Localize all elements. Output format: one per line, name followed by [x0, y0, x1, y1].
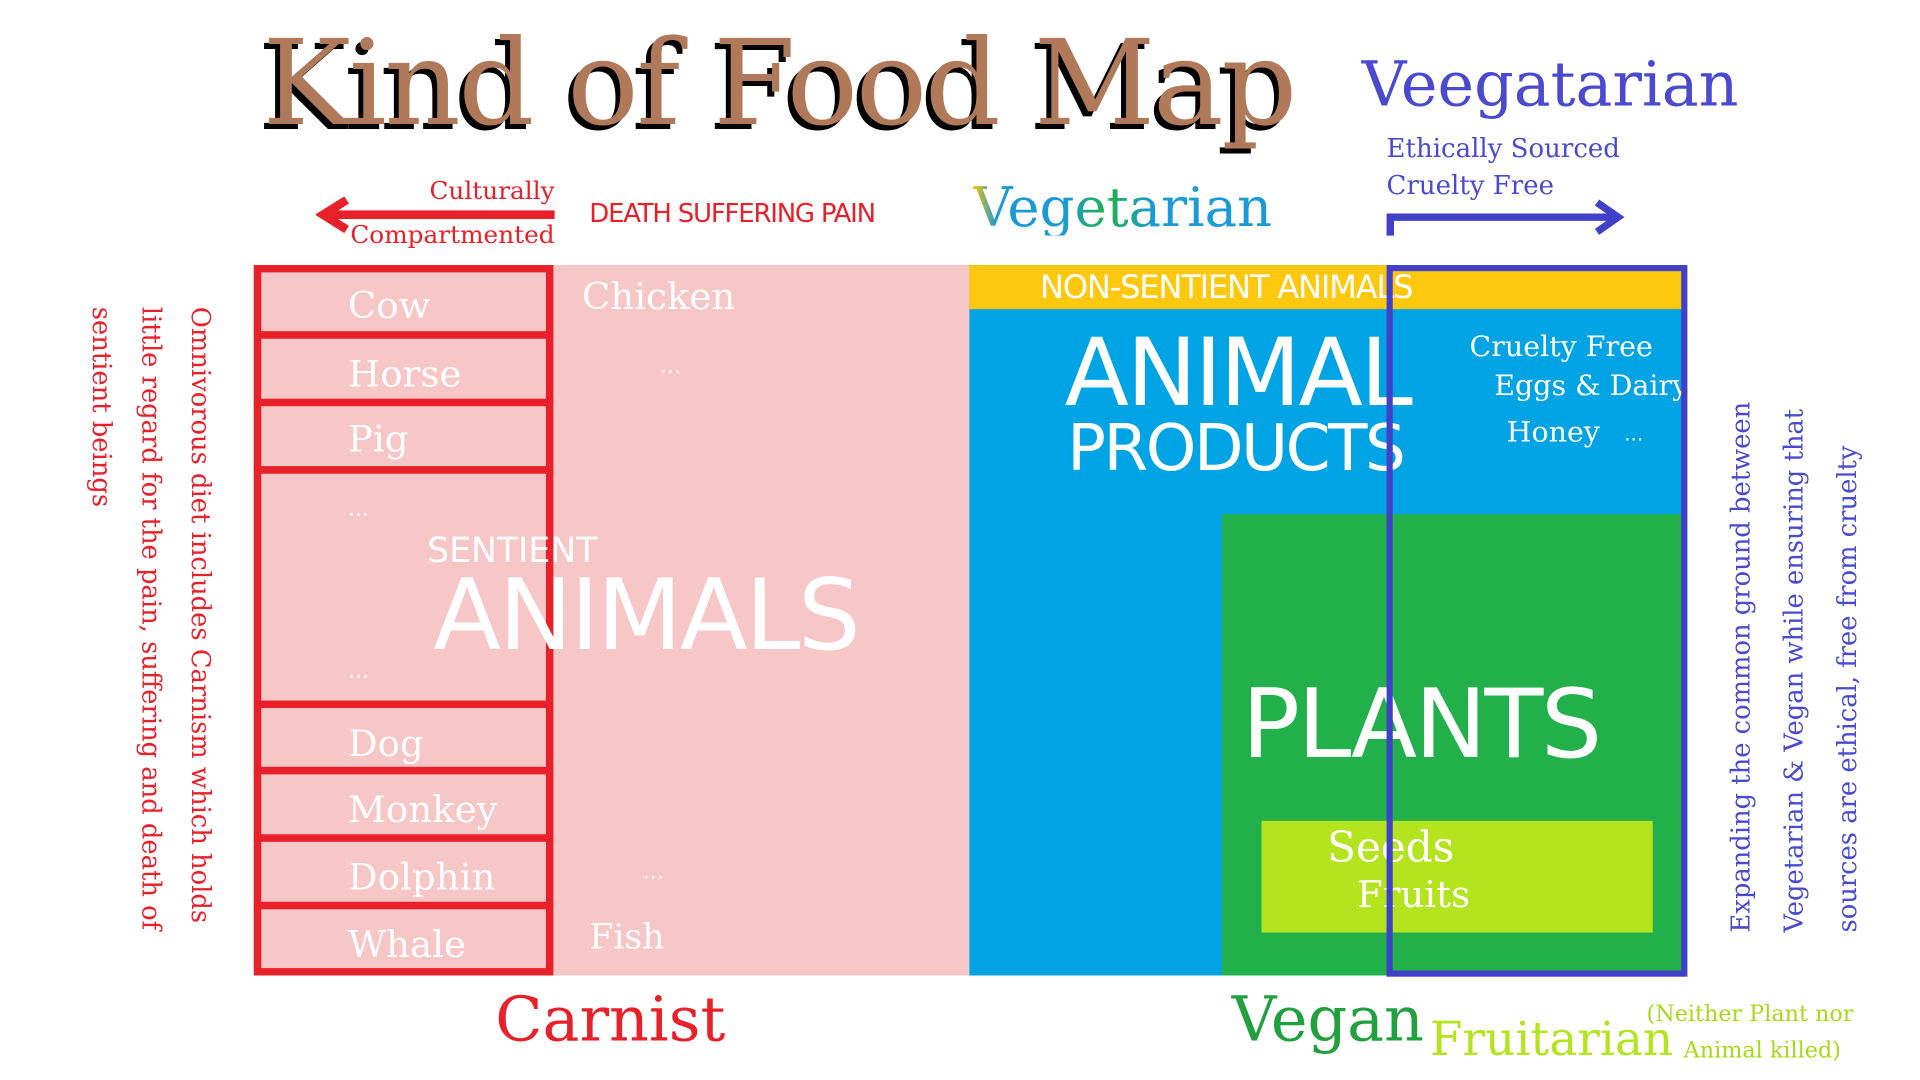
ellipsis-label: ...: [659, 353, 682, 380]
non-sentient-banner: [969, 265, 1684, 310]
sentient-label: SENTIENT: [427, 530, 598, 571]
vegetarian-label: Vegetarian: [973, 176, 1273, 240]
animal-products-line1: ANIMAL: [1064, 317, 1413, 427]
honey-label: Honey: [1506, 417, 1600, 450]
fish-label: Fish: [589, 916, 665, 958]
animal-row-whale: Whale: [253, 901, 554, 976]
row-label: Dolphin: [347, 856, 496, 900]
animal-row-monkey: Monkey: [253, 766, 554, 842]
veegatarian-region-outline: [1386, 265, 1688, 977]
note-line: sources are ethical, free from cruelty: [1832, 445, 1862, 933]
left-arrow-icon: [315, 196, 555, 234]
ellipsis-label: ...: [1624, 422, 1644, 446]
veegatarian-line: Cruelty Free: [1386, 170, 1554, 201]
note-line: Omnivorous diet includes Carnism which h…: [185, 306, 216, 924]
note-line: little regard for the pain, suffering an…: [136, 306, 166, 931]
row-label: Monkey: [347, 788, 498, 832]
veegatarian-line: Ethically Sourced: [1386, 133, 1620, 164]
vegan-label: Vegan: [1231, 984, 1424, 1056]
row-label: Pig: [347, 418, 409, 462]
note-line: sentient beings: [86, 306, 117, 508]
plants-label: PLANTS: [1241, 669, 1602, 781]
note-line: Vegetarian & Vegan while ensuring that: [1779, 408, 1809, 933]
page-title: Kind of Food Map: [262, 14, 1297, 153]
carnism-description: Omnivorous diet includes Carnism which h…: [77, 307, 226, 930]
non-sentient-label: NON-SENTIENT ANIMALS: [1039, 269, 1414, 307]
seeds-fruits-region: [1261, 820, 1653, 933]
veegatarian-description: Expanding the common ground between Vege…: [1715, 319, 1875, 933]
row-label: Cow: [347, 284, 431, 328]
fruitarian-note-line1: (Neither Plant nor: [1646, 1001, 1854, 1027]
ellipsis-label: ...: [642, 858, 664, 885]
chicken-label: Chicken: [581, 276, 736, 320]
row-label: ...: [347, 657, 370, 684]
row-label: Whale: [347, 923, 466, 967]
animal-row-dolphin: Dolphin: [253, 834, 554, 910]
compartmented-label: Compartmented: [350, 219, 555, 250]
animal-row-dog: Dog: [253, 700, 554, 775]
animal-row-pig: Pig: [253, 398, 554, 474]
carnist-label: Carnist: [495, 984, 726, 1056]
animal-row-cow: Cow: [253, 265, 554, 339]
culturally-label: Culturally: [429, 175, 555, 205]
cruelty-free-label: Cruelty Free: [1469, 331, 1653, 364]
death-suffering-pain-label: DEATH SUFFERING PAIN: [589, 198, 876, 229]
sentient-animals-region: [253, 265, 970, 976]
row-label: Horse: [347, 353, 462, 397]
right-arrow-icon: [1386, 199, 1625, 236]
note-line: Expanding the common ground between: [1725, 401, 1756, 933]
veegatarian-heading: Veegatarian: [1361, 49, 1739, 121]
animals-label: ANIMALS: [433, 558, 860, 673]
animal-row-horse: Horse: [253, 331, 554, 407]
row-label: ...: [347, 495, 370, 522]
fruitarian-note-line2: Animal killed): [1683, 1038, 1841, 1064]
fruitarian-label: Fruitarian: [1429, 1012, 1674, 1067]
fruits-label: Fruits: [1356, 873, 1471, 917]
eggs-dairy-label: Eggs & Dairy: [1494, 370, 1689, 403]
animal-products-line2: PRODUCTS: [1067, 412, 1406, 486]
row-label: Dog: [347, 722, 424, 766]
